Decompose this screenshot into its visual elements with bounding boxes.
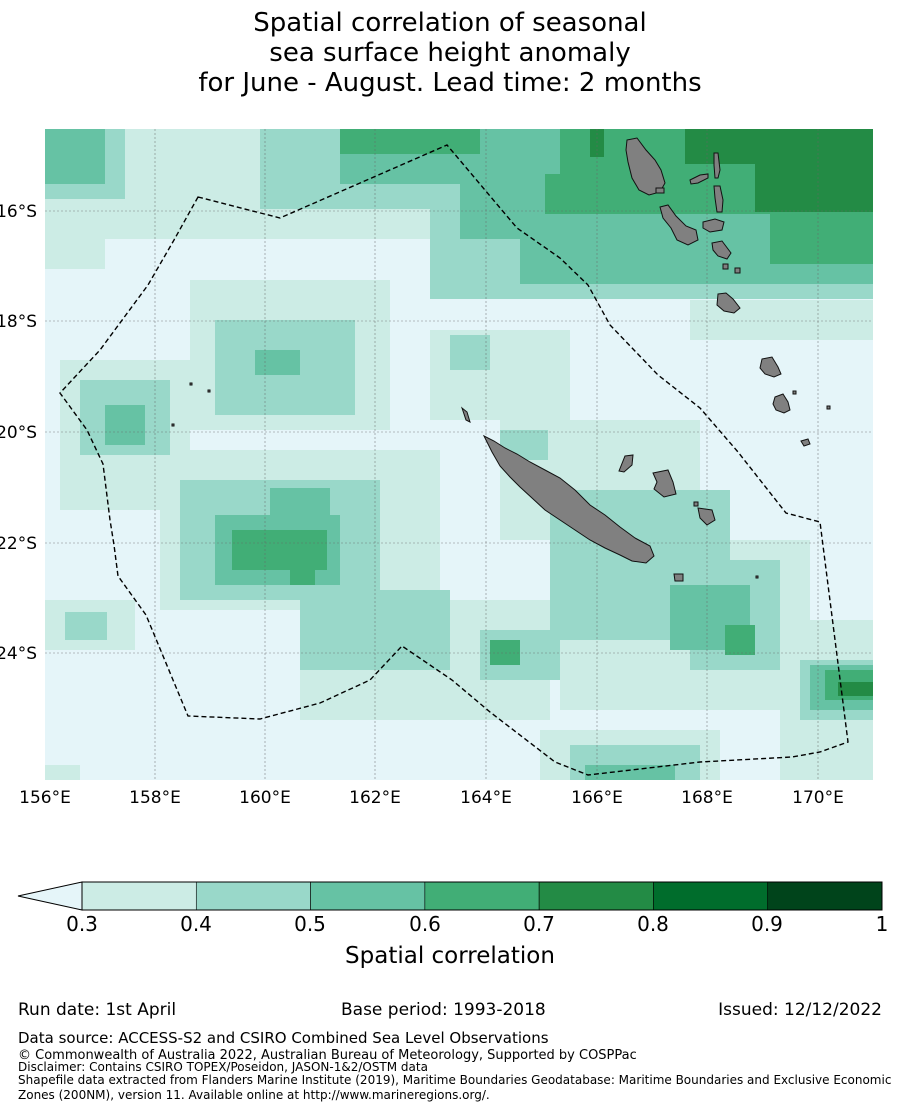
cb-tick: 0.4 <box>180 912 212 936</box>
mare <box>697 507 716 526</box>
pentecost <box>713 185 724 213</box>
ambae <box>689 173 709 185</box>
colorbar-segment <box>424 881 540 911</box>
field-cell <box>45 765 80 780</box>
lat-label-22s: 22°S <box>0 534 37 554</box>
field-cell <box>770 214 873 264</box>
shepherd-islands-2 <box>734 267 741 274</box>
lat-label-20s: 20°S <box>0 423 37 443</box>
field-cell <box>838 682 873 696</box>
field-cell <box>232 530 327 570</box>
lat-label-24s: 24°S <box>0 644 37 664</box>
aneityum <box>800 438 811 447</box>
run-date: Run date: 1st April <box>18 1000 177 1020</box>
malekula <box>659 204 699 246</box>
colorbar-segment <box>767 881 883 911</box>
lat-label-18s: 18°S <box>0 312 37 332</box>
colorbar-segment <box>310 881 426 911</box>
cb-tick: 1 <box>875 912 889 936</box>
maewo <box>713 152 721 179</box>
lon-label-156e: 156°E <box>19 788 71 808</box>
cb-tick: 0.3 <box>66 912 98 936</box>
shepherd-islands <box>722 263 729 270</box>
shapefile-credit-2: Zones (200NM), version 11. Available onl… <box>18 1088 490 1102</box>
aniwa <box>792 390 797 395</box>
lon-label-162e: 162°E <box>349 788 401 808</box>
isle-of-pines <box>673 573 684 582</box>
colorbar-segments <box>81 881 883 911</box>
lat-label-16s: 16°S <box>0 202 37 222</box>
field-cell <box>685 129 873 164</box>
tiny-islet <box>755 575 759 579</box>
lon-label-170e: 170°E <box>792 788 844 808</box>
ambrym <box>702 218 725 233</box>
lon-label-160e: 160°E <box>239 788 291 808</box>
correlation-field <box>45 129 873 780</box>
land <box>171 137 831 582</box>
efate <box>716 292 741 314</box>
field-cell <box>450 335 490 370</box>
belep-islands <box>460 406 471 423</box>
cb-tick: 0.5 <box>294 912 326 936</box>
cb-tick: 0.7 <box>523 912 555 936</box>
field-cell <box>725 625 755 655</box>
ouvea <box>618 454 634 473</box>
issued-date: Issued: 12/12/2022 <box>718 1000 882 1020</box>
colorbar-outline <box>81 881 883 911</box>
colorbar-under-arrow <box>17 881 83 911</box>
new-caledonia-grande-terre <box>482 434 655 564</box>
gridlines <box>45 129 873 780</box>
futuna <box>826 405 831 410</box>
field-cell <box>105 405 145 445</box>
field-cell <box>340 129 480 154</box>
tiga <box>693 501 699 507</box>
field-cell <box>45 239 105 269</box>
tanna <box>772 393 791 414</box>
lon-label-168e: 168°E <box>681 788 733 808</box>
field-cell <box>255 350 300 375</box>
field-cell <box>490 640 520 665</box>
paama-epi <box>711 240 732 260</box>
colorbar-segment <box>81 881 197 911</box>
field-cell <box>45 129 105 184</box>
longitude-labels: 156°E 158°E 160°E 162°E 164°E 166°E 168°… <box>19 788 844 808</box>
colorbar-label: Spatial correlation <box>345 943 555 969</box>
lon-label-166e: 166°E <box>571 788 623 808</box>
base-period: Base period: 1993-2018 <box>341 1000 546 1020</box>
field-cell <box>290 570 315 585</box>
colorbar <box>17 881 883 911</box>
lon-label-158e: 158°E <box>129 788 181 808</box>
colorbar-segment <box>538 881 654 911</box>
title-line-1: Spatial correlation of seasonal <box>253 8 647 38</box>
erromango <box>759 356 782 378</box>
chart-title: Spatial correlation of seasonal sea surf… <box>0 8 900 98</box>
shapefile-credit-1: Shapefile data extracted from Flanders M… <box>18 1073 892 1087</box>
latitude-labels: 16°S 18°S 20°S 22°S 24°S <box>0 202 37 664</box>
eez-boundary <box>59 144 849 776</box>
field-cell <box>755 164 873 212</box>
malo <box>655 187 665 194</box>
lon-label-164e: 164°E <box>460 788 512 808</box>
tiny-islet <box>171 423 175 427</box>
field-cell <box>585 765 675 780</box>
lifou <box>652 469 677 498</box>
cb-tick: 0.9 <box>751 912 783 936</box>
field-cell <box>65 612 107 640</box>
title-line-2: sea surface height anomaly <box>269 38 631 68</box>
data-source: Data source: ACCESS-S2 and CSIRO Combine… <box>18 1029 549 1047</box>
title-line-3: for June - August. Lead time: 2 months <box>198 68 702 98</box>
tiny-islet <box>189 382 193 386</box>
colorbar-segment <box>195 881 311 911</box>
tiny-islet <box>207 389 211 393</box>
disclaimer: Disclaimer: Contains CSIRO TOPEX/Poseido… <box>18 1060 428 1074</box>
copyright: © Commonwealth of Australia 2022, Austra… <box>18 1048 637 1063</box>
cb-tick: 0.8 <box>637 912 669 936</box>
colorbar-segment <box>653 881 769 911</box>
cb-tick: 0.6 <box>409 912 441 936</box>
